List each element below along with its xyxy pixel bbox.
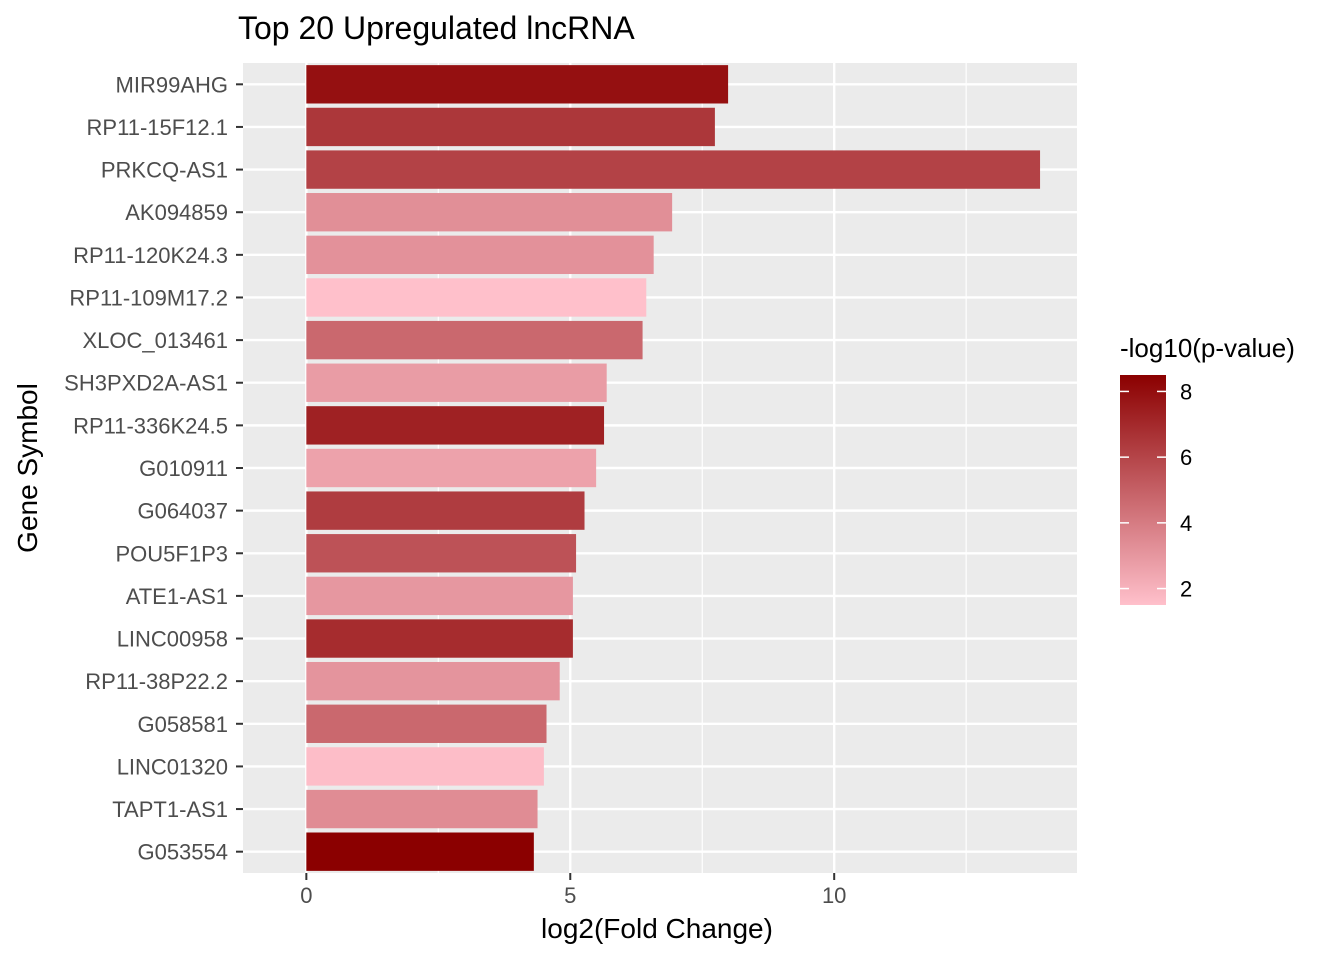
y-tick-label: RP11-15F12.1 xyxy=(87,115,228,140)
legend-tick-label: 6 xyxy=(1180,445,1192,470)
bar-sh3pxd2a-as1 xyxy=(306,364,606,402)
legend-tick-label: 2 xyxy=(1180,577,1192,602)
bar-ate1-as1 xyxy=(306,577,573,615)
bar-xloc_013461 xyxy=(306,321,642,359)
bar-prkcq-as1 xyxy=(306,150,1040,188)
y-tick-label: ATE1-AS1 xyxy=(126,584,228,609)
y-tick-label: AK094859 xyxy=(125,200,228,225)
x-axis-label: log2(Fold Change) xyxy=(541,913,773,944)
chart: Top 20 Upregulated lncRNA MIR99AHG RP11-1… xyxy=(0,0,1344,960)
bar-rp11-15f12.1 xyxy=(306,108,715,146)
x-tick-label: 5 xyxy=(564,883,576,908)
y-axis-label: Gene Symbol xyxy=(12,383,43,553)
bar-ak094859 xyxy=(306,193,672,231)
x-tick-label: 10 xyxy=(822,883,846,908)
legend-colorbar xyxy=(1120,375,1166,605)
bar-pou5f1p3 xyxy=(306,534,576,572)
y-tick-label: RP11-109M17.2 xyxy=(69,285,228,310)
bar-g053554 xyxy=(306,833,534,871)
bar-chart-svg: Top 20 Upregulated lncRNA MIR99AHG RP11-1… xyxy=(0,0,1344,960)
color-legend: -log10(p-value) 2 4 6 8 xyxy=(1120,333,1295,605)
y-tick-label: LINC00958 xyxy=(117,627,228,652)
y-tick-label: POU5F1P3 xyxy=(116,541,229,566)
bar-tapt1-as1 xyxy=(306,790,537,828)
legend-tick-label: 8 xyxy=(1180,379,1192,404)
legend-title: -log10(p-value) xyxy=(1120,333,1295,363)
y-tick-label: G058581 xyxy=(137,712,228,737)
chart-title: Top 20 Upregulated lncRNA xyxy=(238,10,635,46)
bar-mir99ahg xyxy=(306,65,728,103)
bar-rp11-109m17.2 xyxy=(306,278,646,316)
bar-linc00958 xyxy=(306,619,573,657)
bar-linc01320 xyxy=(306,747,544,785)
bar-g010911 xyxy=(306,449,596,487)
y-tick-label: TAPT1-AS1 xyxy=(112,797,228,822)
bar-rp11-38p22.2 xyxy=(306,662,559,700)
bar-g058581 xyxy=(306,705,546,743)
y-tick-label: LINC01320 xyxy=(117,754,228,779)
x-axis-ticks: 0 5 10 xyxy=(300,873,846,908)
y-tick-label: G064037 xyxy=(137,499,228,524)
x-tick-label: 0 xyxy=(300,883,312,908)
y-tick-label: PRKCQ-AS1 xyxy=(101,158,228,183)
y-tick-label: RP11-38P22.2 xyxy=(85,669,228,694)
y-tick-label: SH3PXD2A-AS1 xyxy=(64,371,228,396)
bar-rp11-336k24.5 xyxy=(306,406,604,444)
y-tick-label: G010911 xyxy=(139,456,228,481)
y-tick-label: RP11-336K24.5 xyxy=(73,413,228,438)
bar-rp11-120k24.3 xyxy=(306,236,653,274)
y-tick-label: XLOC_013461 xyxy=(82,328,228,353)
y-tick-label: MIR99AHG xyxy=(116,72,228,97)
y-axis-ticks: MIR99AHG RP11-15F12.1 PRKCQ-AS1 AK094859 RP1… xyxy=(64,72,243,864)
legend-tick-label: 4 xyxy=(1180,511,1192,536)
y-tick-label: RP11-120K24.3 xyxy=(73,243,228,268)
bar-g064037 xyxy=(306,491,584,529)
y-tick-label: G053554 xyxy=(137,840,228,865)
